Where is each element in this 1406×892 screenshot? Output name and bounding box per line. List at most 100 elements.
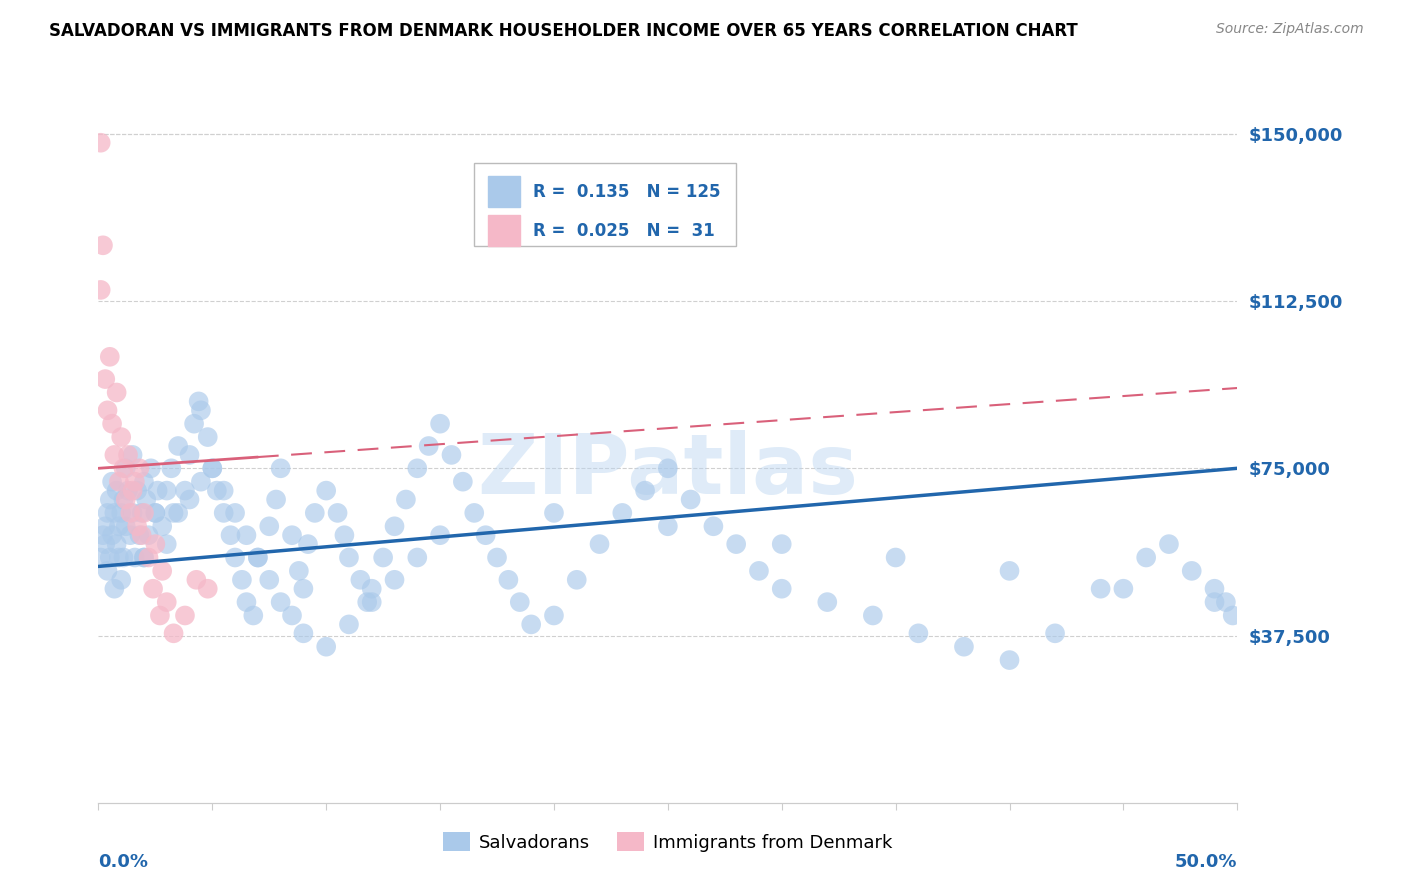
Point bbox=[270, 595, 292, 609]
Point bbox=[110, 430, 132, 444]
Point bbox=[94, 372, 117, 386]
Point bbox=[315, 640, 337, 654]
Point bbox=[114, 461, 136, 475]
Point bbox=[132, 506, 155, 520]
Point bbox=[190, 403, 212, 417]
Point bbox=[138, 528, 160, 542]
Point bbox=[440, 448, 463, 462]
Point bbox=[91, 528, 114, 542]
Point bbox=[315, 483, 337, 498]
Point bbox=[205, 483, 228, 498]
Point bbox=[167, 506, 190, 520]
Legend: Salvadorans, Immigrants from Denmark: Salvadorans, Immigrants from Denmark bbox=[436, 825, 900, 859]
Point bbox=[117, 448, 139, 462]
Point bbox=[105, 385, 128, 400]
Point bbox=[1112, 582, 1135, 596]
Point bbox=[96, 403, 118, 417]
Point bbox=[725, 537, 748, 551]
Point bbox=[103, 448, 125, 462]
Point bbox=[128, 528, 150, 542]
Point bbox=[98, 350, 121, 364]
Point bbox=[998, 564, 1021, 578]
Point bbox=[565, 573, 588, 587]
Point bbox=[360, 582, 382, 596]
Point bbox=[406, 461, 429, 475]
Point bbox=[145, 537, 167, 551]
Point bbox=[114, 492, 136, 507]
Text: R =  0.025   N =  31: R = 0.025 N = 31 bbox=[533, 221, 716, 240]
Point bbox=[543, 506, 565, 520]
Point bbox=[139, 461, 162, 475]
Point bbox=[304, 506, 326, 520]
Point bbox=[264, 492, 287, 507]
Point bbox=[242, 608, 264, 623]
Point bbox=[451, 475, 474, 489]
Point bbox=[862, 608, 884, 623]
Point bbox=[101, 417, 124, 431]
Point bbox=[1157, 537, 1180, 551]
Point bbox=[145, 506, 167, 520]
Point bbox=[1181, 564, 1204, 578]
Point bbox=[1043, 626, 1066, 640]
Point bbox=[131, 506, 153, 520]
Point bbox=[326, 506, 349, 520]
Point bbox=[406, 550, 429, 565]
Point bbox=[132, 550, 155, 565]
Point bbox=[128, 461, 150, 475]
Point bbox=[429, 417, 451, 431]
Point bbox=[815, 595, 838, 609]
Point bbox=[149, 608, 172, 623]
Point bbox=[145, 506, 167, 520]
Point bbox=[112, 492, 135, 507]
Point bbox=[907, 626, 929, 640]
Point bbox=[884, 550, 907, 565]
Point bbox=[588, 537, 610, 551]
Point bbox=[112, 461, 135, 475]
Point bbox=[96, 564, 118, 578]
Point bbox=[219, 528, 242, 542]
Point bbox=[156, 595, 179, 609]
Point bbox=[509, 595, 531, 609]
Point bbox=[127, 483, 149, 498]
Point bbox=[197, 582, 219, 596]
Point bbox=[679, 492, 702, 507]
Text: 50.0%: 50.0% bbox=[1175, 854, 1237, 871]
Point bbox=[292, 626, 315, 640]
Point bbox=[543, 608, 565, 623]
Text: 0.0%: 0.0% bbox=[98, 854, 149, 871]
Point bbox=[120, 528, 142, 542]
Point bbox=[167, 439, 190, 453]
Point bbox=[212, 506, 235, 520]
Point bbox=[520, 617, 543, 632]
Point bbox=[110, 506, 132, 520]
Point bbox=[356, 595, 378, 609]
Point bbox=[124, 475, 146, 489]
Point bbox=[98, 550, 121, 565]
Point bbox=[174, 608, 197, 623]
Point bbox=[156, 483, 179, 498]
Point bbox=[179, 492, 201, 507]
Point bbox=[96, 506, 118, 520]
Point bbox=[108, 550, 131, 565]
Point bbox=[463, 506, 485, 520]
Point bbox=[292, 582, 315, 596]
Point bbox=[770, 582, 793, 596]
Point bbox=[337, 550, 360, 565]
Point bbox=[231, 573, 253, 587]
Text: ZIPatlas: ZIPatlas bbox=[478, 430, 858, 511]
Point bbox=[1222, 608, 1244, 623]
Point bbox=[162, 626, 184, 640]
Point bbox=[486, 550, 509, 565]
Point bbox=[1215, 595, 1237, 609]
Point bbox=[1204, 595, 1226, 609]
Point bbox=[1204, 582, 1226, 596]
Point bbox=[114, 519, 136, 533]
Point bbox=[634, 483, 657, 498]
Point bbox=[162, 506, 184, 520]
Point bbox=[259, 519, 281, 533]
Point bbox=[190, 475, 212, 489]
FancyBboxPatch shape bbox=[474, 163, 737, 246]
Point bbox=[201, 461, 224, 475]
Point bbox=[131, 528, 153, 542]
Point bbox=[138, 550, 160, 565]
